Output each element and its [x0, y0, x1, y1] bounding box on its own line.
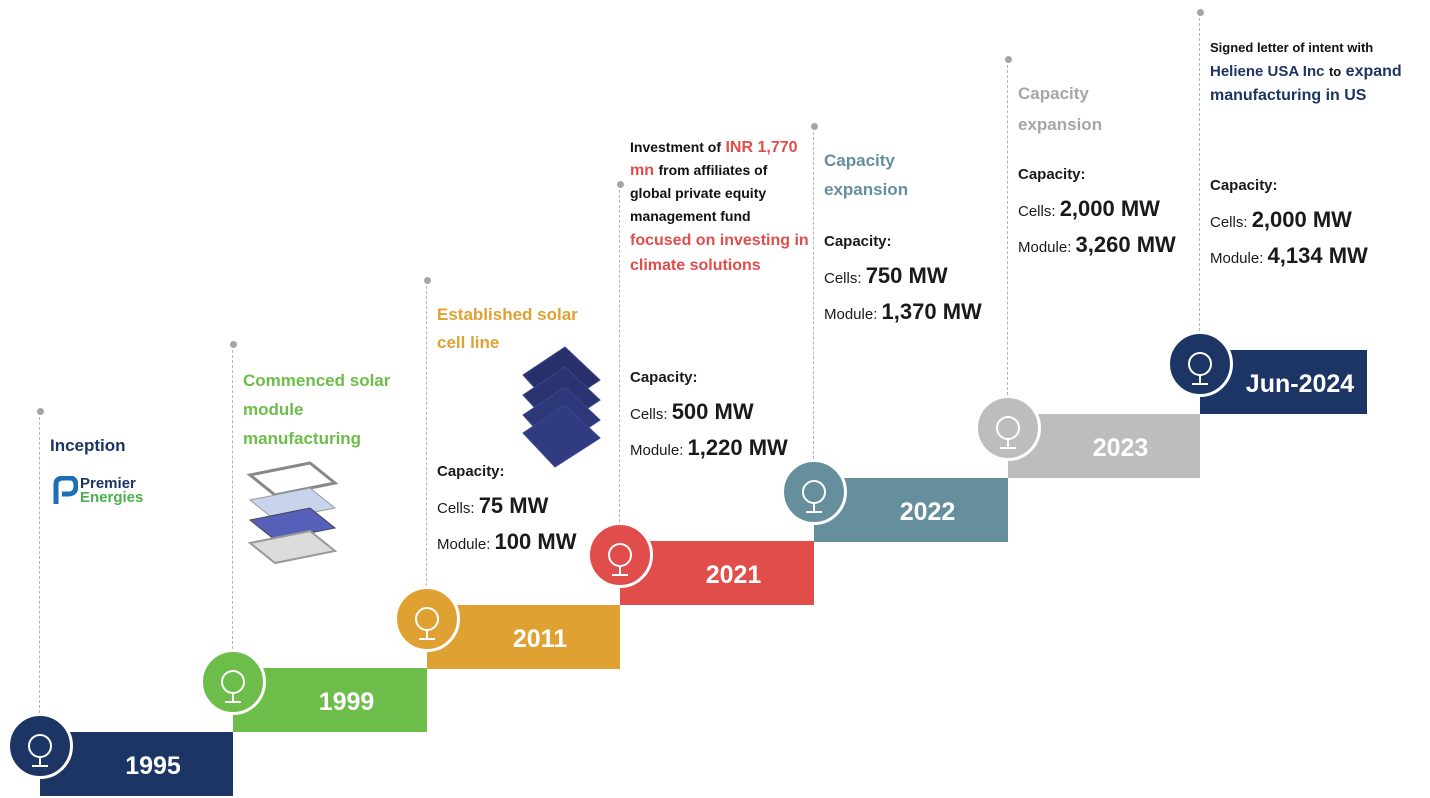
capacity-title: Capacity: [437, 456, 576, 488]
capacity-label: Module: [630, 442, 683, 459]
capacity-label: Cells: [824, 270, 862, 287]
icon-circle [200, 649, 266, 715]
dashed-line [1199, 13, 1200, 331]
logo-word: Energies [80, 491, 143, 505]
icon [397, 589, 457, 649]
capacity-line: Module: 3,260 MW [1018, 227, 1176, 263]
icon-circle [781, 459, 847, 525]
dot [617, 181, 624, 188]
capacity-value: 2,000 MW [1252, 207, 1352, 232]
icon-circle [975, 395, 1041, 461]
year-label: 2021 [653, 563, 814, 588]
milestone-heading: Signed letter of intent with Heliene USA… [1210, 36, 1410, 108]
capacity-title: Capacity: [1210, 170, 1368, 202]
heading-text: Investment of [630, 139, 721, 155]
heading-text: Established solar cell line [437, 305, 578, 352]
capacity-line: Module: 1,220 MW [630, 430, 788, 466]
heading-text: focused on investing in climate solution… [630, 232, 809, 274]
capacity-label: Module: [824, 306, 877, 323]
capacity-line: Module: 100 MW [437, 524, 576, 560]
capacity-label: Cells: [1018, 203, 1056, 220]
icon [10, 716, 70, 776]
logo-mark [52, 476, 78, 506]
capacity-value: 2,000 MW [1060, 196, 1160, 221]
capacity-title: Capacity: [1018, 159, 1176, 191]
solar-module-picture [240, 455, 340, 575]
heading-text: Capacity expansion [824, 151, 908, 199]
year-label: 2022 [847, 500, 1008, 525]
milestone-heading: Investment of INR 1,770 mn from affiliat… [630, 136, 810, 278]
milestone-heading: Commenced solar module manufacturing [243, 366, 393, 453]
icon [590, 525, 650, 585]
dashed-line [619, 185, 620, 522]
icon [1170, 334, 1230, 394]
icon [978, 398, 1038, 458]
milestone-heading: Capacity expansion [1018, 78, 1158, 140]
capacity-label: Module: [1018, 239, 1071, 256]
milestone-heading: Inception [50, 432, 220, 460]
dot [1005, 56, 1012, 63]
year-label: 2023 [1041, 436, 1200, 461]
capacity-label: Cells: [630, 406, 668, 423]
capacity-value: 4,134 MW [1268, 243, 1368, 268]
icon-circle [394, 586, 460, 652]
capacity-value: 75 MW [479, 493, 549, 518]
dashed-line [813, 127, 814, 459]
dashed-line [1007, 60, 1008, 395]
capacity-line: Module: 1,370 MW [824, 294, 982, 330]
capacity-label: Module: [1210, 250, 1263, 267]
dashed-line [39, 412, 40, 713]
dot [230, 341, 237, 348]
heading-text: Inception [50, 436, 126, 455]
capacity-line: Cells: 2,000 MW [1018, 191, 1176, 227]
capacity-line: Cells: 2,000 MW [1210, 202, 1368, 238]
heading-text: Capacity expansion [1018, 84, 1102, 134]
capacity-value: 1,220 MW [688, 435, 788, 460]
milestone-heading: Established solar cell line [437, 301, 607, 357]
year-label: 1995 [73, 754, 233, 779]
icon-circle [587, 522, 653, 588]
dot [424, 277, 431, 284]
capacity-value: 750 MW [866, 263, 948, 288]
dot [1197, 9, 1204, 16]
dot [37, 408, 44, 415]
capacity-title: Capacity: [630, 362, 788, 394]
capacity-line: Cells: 75 MW [437, 488, 576, 524]
solar-cells-picture [515, 345, 605, 470]
capacity-value: 100 MW [495, 529, 577, 554]
heading-text: Signed letter of intent with [1210, 40, 1373, 55]
dashed-line [232, 345, 233, 649]
timeline-infographic: 1995 Inception PremierEnergies 1999 Commence… [0, 0, 1430, 798]
icon-circle [1167, 331, 1233, 397]
capacity-label: Cells: [437, 500, 475, 517]
capacity-value: 500 MW [672, 399, 754, 424]
capacity-line: Module: 4,134 MW [1210, 238, 1368, 274]
capacity-line: Cells: 500 MW [630, 394, 788, 430]
dot [811, 123, 818, 130]
year-label: Jun-2024 [1233, 372, 1367, 397]
icon-circle [7, 713, 73, 779]
capacity-value: 3,260 MW [1076, 232, 1176, 257]
heading-text: Heliene USA Inc [1210, 63, 1324, 80]
capacity-label: Cells: [1210, 214, 1248, 231]
capacity-title: Capacity: [824, 226, 982, 258]
capacity-line: Cells: 750 MW [824, 258, 982, 294]
icon [784, 462, 844, 522]
heading-text: to [1329, 64, 1341, 79]
capacity-label: Module: [437, 536, 490, 553]
capacity-value: 1,370 MW [882, 299, 982, 324]
year-label: 2011 [460, 627, 620, 652]
milestone-heading: Capacity expansion [824, 146, 974, 204]
dashed-line [426, 281, 427, 586]
year-label: 1999 [266, 690, 427, 715]
icon [203, 652, 263, 712]
heading-text: Commenced solar module manufacturing [243, 371, 390, 448]
